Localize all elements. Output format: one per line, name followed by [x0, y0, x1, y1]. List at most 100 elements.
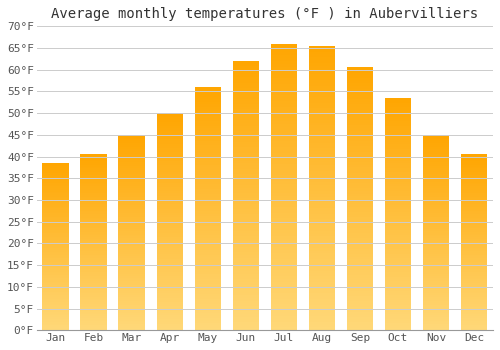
Bar [42, 175, 69, 176]
Bar [156, 183, 183, 185]
Bar [270, 64, 297, 66]
Bar [80, 256, 107, 258]
Bar [346, 301, 374, 304]
Bar [346, 314, 374, 317]
Bar [308, 225, 335, 228]
Bar [346, 152, 374, 154]
Bar [346, 125, 374, 128]
Bar [346, 89, 374, 91]
Bar [346, 233, 374, 236]
Bar [118, 250, 145, 252]
Bar [270, 284, 297, 287]
Bar [156, 148, 183, 150]
Bar [346, 122, 374, 125]
Bar [194, 299, 221, 301]
Bar [308, 91, 335, 94]
Bar [42, 268, 69, 270]
Bar [422, 289, 450, 291]
Bar [346, 325, 374, 328]
Bar [156, 315, 183, 317]
Bar [118, 191, 145, 194]
Bar [384, 131, 411, 133]
Bar [232, 158, 259, 161]
Bar [270, 90, 297, 92]
Bar [232, 298, 259, 301]
Bar [346, 262, 374, 265]
Bar [118, 264, 145, 266]
Bar [118, 258, 145, 260]
Bar [270, 150, 297, 153]
Bar [42, 176, 69, 178]
Bar [194, 214, 221, 216]
Bar [346, 141, 374, 144]
Bar [308, 310, 335, 313]
Bar [308, 140, 335, 142]
Bar [42, 257, 69, 258]
Bar [232, 147, 259, 150]
Bar [422, 194, 450, 195]
Bar [270, 218, 297, 221]
Bar [232, 163, 259, 166]
Bar [232, 188, 259, 190]
Bar [308, 74, 335, 77]
Bar [384, 172, 411, 175]
Bar [270, 290, 297, 293]
Bar [42, 185, 69, 187]
Bar [308, 285, 335, 288]
Bar [270, 224, 297, 227]
Bar [80, 175, 107, 177]
Bar [270, 279, 297, 281]
Bar [422, 168, 450, 170]
Bar [156, 122, 183, 124]
Bar [460, 249, 487, 251]
Bar [270, 158, 297, 161]
Bar [194, 226, 221, 228]
Bar [384, 328, 411, 330]
Bar [232, 263, 259, 266]
Bar [270, 256, 297, 259]
Bar [156, 146, 183, 148]
Bar [270, 161, 297, 164]
Bar [232, 293, 259, 295]
Bar [308, 57, 335, 60]
Bar [308, 239, 335, 242]
Bar [460, 218, 487, 219]
Bar [42, 297, 69, 299]
Bar [422, 246, 450, 248]
Bar [270, 201, 297, 204]
Bar [156, 326, 183, 328]
Bar [346, 259, 374, 262]
Bar [42, 255, 69, 257]
Bar [422, 309, 450, 311]
Bar [80, 304, 107, 306]
Bar [308, 262, 335, 265]
Bar [80, 290, 107, 292]
Bar [80, 209, 107, 211]
Bar [118, 158, 145, 160]
Bar [156, 219, 183, 222]
Bar [42, 200, 69, 202]
Bar [270, 198, 297, 201]
Bar [422, 274, 450, 275]
Bar [346, 83, 374, 86]
Bar [80, 168, 107, 170]
Bar [270, 167, 297, 170]
Bar [270, 72, 297, 75]
Bar [194, 126, 221, 128]
Bar [80, 246, 107, 247]
Bar [42, 288, 69, 290]
Bar [156, 261, 183, 263]
Bar [232, 247, 259, 250]
Bar [270, 322, 297, 324]
Bar [460, 283, 487, 285]
Bar [270, 110, 297, 112]
Bar [194, 250, 221, 252]
Bar [384, 260, 411, 263]
Bar [460, 175, 487, 177]
Bar [384, 272, 411, 274]
Bar [42, 245, 69, 247]
Bar [422, 188, 450, 190]
Bar [422, 260, 450, 262]
Bar [384, 175, 411, 177]
Bar [384, 144, 411, 147]
